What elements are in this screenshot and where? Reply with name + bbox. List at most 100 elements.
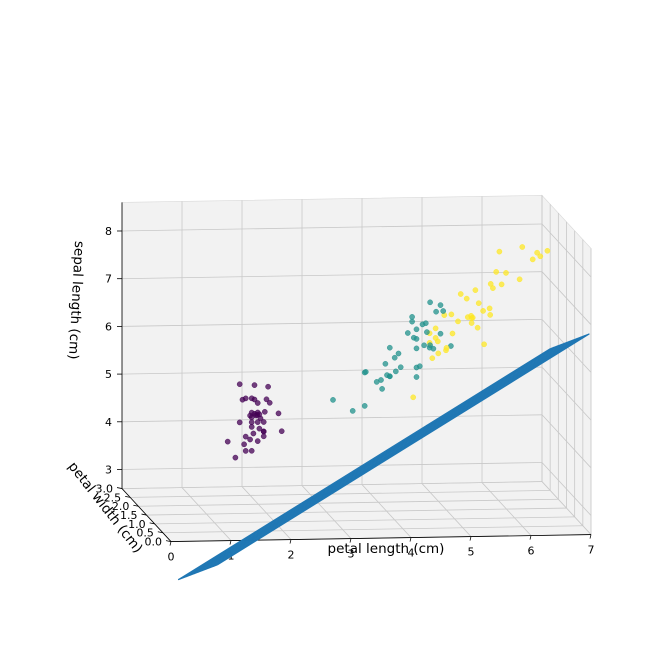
scatter-point-class-2	[496, 248, 503, 255]
scatter-point-class-0	[256, 411, 263, 418]
scatter-point-class-1	[395, 350, 402, 357]
scatter-point-class-0	[242, 448, 249, 454]
scatter-point-class-2	[468, 320, 475, 326]
scatter-point-class-2	[448, 311, 455, 318]
scatter-point-class-1	[427, 299, 433, 306]
scatter-point-class-2	[498, 281, 505, 288]
x-tick-mark	[409, 537, 412, 542]
grid-z-back	[122, 462, 543, 470]
scatter-point-class-2	[410, 394, 417, 401]
x-axis-label: petal length (cm)	[328, 541, 445, 557]
scatter-point-class-2	[516, 276, 523, 283]
x-tick-mark	[469, 536, 472, 541]
plane-wire-x	[189, 343, 563, 576]
x-tick-label: 0	[168, 551, 175, 564]
plane-wire-x	[181, 346, 555, 579]
grid-z-side	[541, 414, 592, 469]
z-tick-label: 5	[105, 368, 112, 381]
scatter-point-class-2	[429, 355, 436, 362]
scatter-point-class-1	[409, 314, 415, 320]
scatter-point-class-2	[487, 312, 494, 318]
x-tick-label: 7	[588, 544, 595, 557]
grid-z-back	[122, 414, 543, 423]
x-tick-mark	[169, 541, 172, 546]
plane-wire-y	[425, 410, 466, 427]
x-tick-mark	[589, 534, 592, 539]
scatter-point-class-2	[474, 324, 481, 331]
scatter-point-class-2	[544, 247, 551, 254]
x-tick-mark	[349, 538, 352, 543]
scatter-point-class-0	[260, 419, 267, 425]
scatter-point-class-2	[449, 330, 456, 337]
scatter-point-class-1	[404, 330, 411, 336]
z-tick-label: 7	[105, 273, 112, 286]
scatter-point-class-2	[475, 300, 482, 307]
scatter-point-class-0	[250, 430, 257, 437]
y-tick-mark	[149, 522, 155, 525]
scatter-point-class-2	[481, 341, 487, 348]
scatter-point-class-1	[386, 344, 393, 351]
scatter-point-class-1	[397, 364, 404, 371]
y-tick-label: 1.5	[120, 509, 138, 522]
scatter-point-class-0	[256, 425, 263, 432]
scatter-point-class-1	[422, 320, 429, 327]
plane-wire-x	[193, 342, 567, 575]
scatter-point-class-0	[248, 447, 255, 454]
scatter-point-class-0	[248, 419, 255, 426]
y-tick-label: 2.5	[104, 491, 122, 504]
scatter-point-class-1	[424, 329, 430, 335]
x-tick-label: 6	[528, 545, 535, 558]
y-tick-label: 3.0	[96, 483, 114, 496]
z-tick-label: 6	[105, 320, 112, 333]
scatter-point-class-1	[409, 318, 415, 325]
plane-wire-y	[301, 487, 342, 504]
x-tick-mark	[229, 540, 232, 545]
x-tick-label: 5	[468, 546, 475, 559]
plane-wire-x	[205, 337, 578, 570]
plane-wire-y	[177, 564, 218, 581]
y-tick-label: 2.0	[112, 500, 130, 513]
y-tick-label: 0.0	[145, 536, 163, 549]
grid-z-side	[541, 271, 592, 325]
x-tick-mark	[529, 535, 532, 540]
scatter-point-class-2	[443, 345, 450, 351]
scatter-point-class-2	[519, 244, 526, 250]
y-tick-mark	[141, 513, 147, 516]
scatter-point-class-1	[430, 345, 437, 352]
scatter-point-class-0	[248, 414, 255, 421]
y-tick-label: 1.0	[128, 518, 146, 531]
scatter-point-class-0	[265, 383, 271, 390]
z-tick-label: 3	[105, 463, 112, 476]
scatter-point-class-2	[503, 270, 509, 276]
scatter-point-class-1	[391, 354, 398, 361]
grid-y-floor	[130, 490, 551, 498]
plane-wire-x	[177, 348, 551, 581]
y-tick-mark	[125, 496, 131, 498]
scatter-point-class-2	[493, 269, 500, 275]
grid-z-side	[541, 366, 592, 421]
x-tick-label: 4	[408, 547, 415, 560]
scatter-point-class-1	[416, 363, 423, 370]
scatter-point-class-0	[254, 400, 261, 406]
back-pane	[121, 195, 543, 489]
scatter-point-class-0	[247, 436, 253, 443]
y-tick-mark	[133, 504, 139, 507]
scatter-point-class-0	[232, 454, 239, 461]
z-tick-label: 8	[105, 225, 112, 238]
x-tick-label: 3	[348, 548, 355, 561]
grid-z-side	[541, 223, 592, 278]
y-tick-mark	[165, 540, 172, 542]
scatter-point-class-0	[278, 428, 285, 435]
scatter-point-class-1	[427, 342, 433, 349]
scatter-point-class-0	[266, 399, 273, 406]
scatter-point-class-1	[413, 374, 420, 380]
scatter-point-class-2	[432, 325, 439, 332]
scatter-point-class-2	[455, 318, 461, 325]
scatter-point-class-0	[263, 396, 270, 403]
scatter-point-class-1	[413, 345, 420, 352]
scatter-point-class-0	[260, 428, 267, 435]
scatter-point-class-0	[248, 409, 255, 416]
plane-wire-x	[197, 340, 571, 573]
scatter-point-class-2	[432, 335, 439, 341]
grid-y-floor	[146, 507, 567, 516]
